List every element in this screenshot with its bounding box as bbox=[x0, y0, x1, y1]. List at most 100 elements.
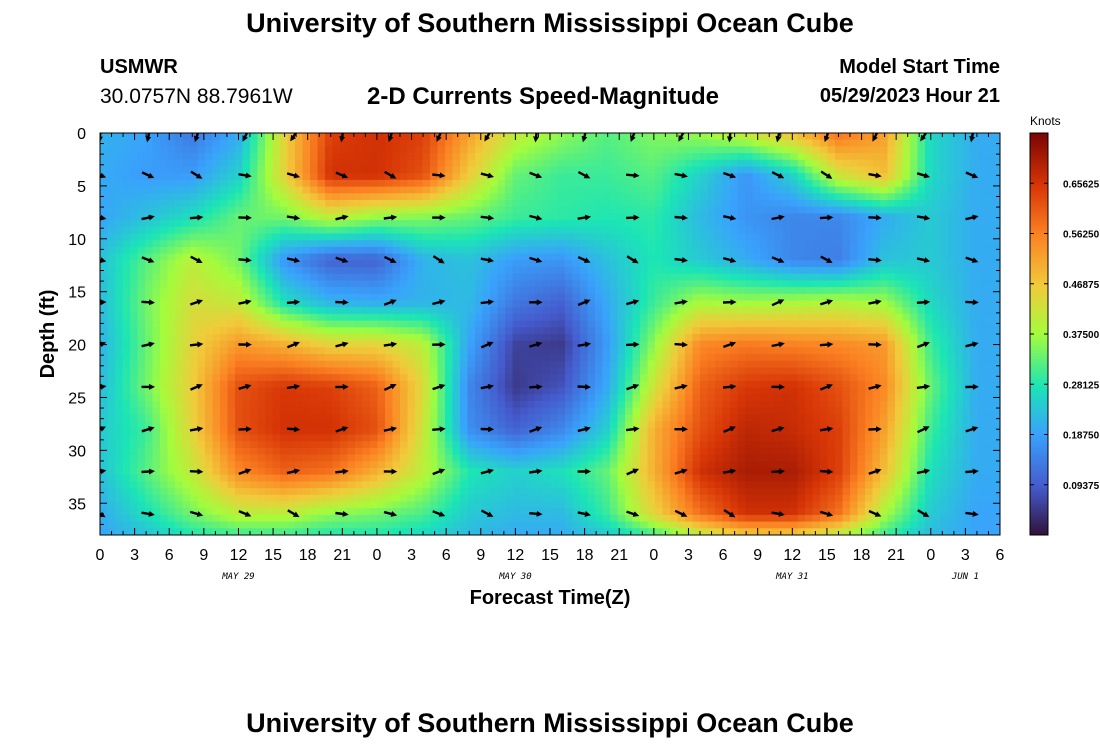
heat-cell bbox=[910, 260, 919, 268]
heat-cell bbox=[662, 193, 671, 201]
heat-cell bbox=[362, 307, 371, 315]
heat-cell bbox=[400, 246, 409, 255]
heat-cell bbox=[782, 253, 791, 261]
heat-cell bbox=[565, 166, 574, 174]
heat-cell bbox=[670, 226, 679, 235]
heat-cell bbox=[212, 146, 221, 154]
heat-cell bbox=[962, 354, 971, 362]
heat-cell bbox=[242, 220, 251, 228]
heat-cell bbox=[325, 374, 334, 382]
heat-cell bbox=[685, 246, 694, 255]
heat-cell bbox=[595, 260, 604, 268]
heat-cell bbox=[692, 267, 701, 275]
heat-cell bbox=[835, 293, 844, 302]
heat-cell bbox=[212, 347, 221, 355]
heat-cell bbox=[137, 213, 146, 221]
heat-cell bbox=[790, 401, 799, 409]
heat-cell bbox=[955, 360, 964, 369]
heat-cell bbox=[767, 300, 776, 308]
heat-cell bbox=[572, 200, 581, 208]
heat-cell bbox=[527, 394, 536, 402]
heat-cell bbox=[580, 220, 589, 228]
heat-cell bbox=[497, 280, 506, 288]
heat-cell bbox=[512, 166, 521, 174]
heat-cell bbox=[782, 313, 791, 322]
heat-cell bbox=[400, 267, 409, 275]
heat-cell bbox=[925, 153, 934, 161]
heat-cell bbox=[295, 307, 304, 315]
heat-cell bbox=[760, 153, 769, 161]
heat-cell bbox=[977, 253, 986, 261]
heat-cell bbox=[430, 260, 439, 268]
heat-cell bbox=[932, 233, 941, 241]
heat-cell bbox=[782, 374, 791, 382]
heat-cell bbox=[595, 220, 604, 228]
heat-cell bbox=[160, 374, 169, 382]
heat-cell bbox=[557, 200, 566, 208]
heat-cell bbox=[505, 354, 514, 362]
heat-cell bbox=[602, 233, 611, 241]
heat-cell bbox=[287, 206, 296, 214]
heat-cell bbox=[287, 313, 296, 322]
heat-cell bbox=[407, 334, 416, 342]
heat-cell bbox=[730, 179, 739, 188]
heat-cell bbox=[647, 380, 656, 389]
heat-cell bbox=[880, 374, 889, 382]
heat-cell bbox=[850, 293, 859, 302]
heat-cell bbox=[235, 280, 244, 288]
heat-cell bbox=[377, 293, 386, 302]
heat-cell bbox=[542, 139, 551, 147]
heat-cell bbox=[707, 320, 716, 328]
heat-cell bbox=[355, 193, 364, 201]
heat-cell bbox=[850, 260, 859, 268]
heat-cell bbox=[737, 394, 746, 402]
heat-cell bbox=[962, 327, 971, 335]
heat-cell bbox=[310, 226, 319, 235]
heat-cell bbox=[287, 320, 296, 328]
heat-cell bbox=[175, 213, 184, 221]
heat-cell bbox=[760, 173, 769, 181]
heat-cell bbox=[197, 360, 206, 369]
heat-cell bbox=[137, 387, 146, 395]
heat-cell bbox=[197, 287, 206, 295]
heat-cell bbox=[272, 159, 281, 168]
heat-cell bbox=[895, 347, 904, 355]
heat-cell bbox=[452, 401, 461, 409]
heat-cell bbox=[595, 354, 604, 362]
heat-cell bbox=[760, 193, 769, 201]
heat-cell bbox=[985, 186, 994, 194]
heat-cell bbox=[527, 146, 536, 154]
heat-cell bbox=[760, 139, 769, 147]
heat-cell bbox=[385, 374, 394, 382]
heat-cell bbox=[535, 226, 544, 235]
heat-cell bbox=[610, 367, 619, 375]
heat-cell bbox=[512, 280, 521, 288]
heat-cell bbox=[797, 159, 806, 168]
heat-cell bbox=[625, 179, 634, 188]
heat-cell bbox=[557, 226, 566, 235]
heat-cell bbox=[730, 159, 739, 168]
heat-cell bbox=[812, 307, 821, 315]
heat-cell bbox=[415, 267, 424, 275]
heat-cell bbox=[370, 407, 379, 415]
heat-cell bbox=[370, 334, 379, 342]
heat-cell bbox=[205, 267, 214, 275]
heat-cell bbox=[985, 179, 994, 188]
heat-cell bbox=[437, 394, 446, 402]
heat-cell bbox=[310, 407, 319, 415]
heat-cell bbox=[572, 133, 581, 141]
heat-cell bbox=[460, 146, 469, 154]
heat-cell bbox=[460, 220, 469, 228]
heat-cell bbox=[107, 139, 116, 147]
heat-cell bbox=[917, 146, 926, 154]
heat-cell bbox=[115, 213, 124, 221]
heat-cell bbox=[220, 200, 229, 208]
heat-cell bbox=[992, 146, 1000, 154]
heat-cell bbox=[520, 253, 529, 261]
heat-cell bbox=[400, 173, 409, 181]
heat-cell bbox=[362, 367, 371, 375]
heat-cell bbox=[775, 146, 784, 154]
heat-cell bbox=[347, 267, 356, 275]
heat-cell bbox=[880, 334, 889, 342]
